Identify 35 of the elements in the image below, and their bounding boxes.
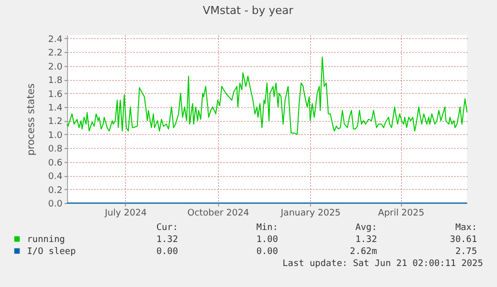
legend-label: running <box>27 235 65 245</box>
legend-label: I/O sleep <box>27 247 76 257</box>
text: Max: <box>455 223 477 233</box>
text: 30.61 <box>450 235 477 245</box>
x-tick-label: October 2024 <box>187 208 250 218</box>
text: 2.62m <box>350 247 377 257</box>
y-tick-label: 2.0 <box>48 62 63 72</box>
line-series <box>66 56 468 135</box>
chart-title: VMstat - by year <box>202 4 294 17</box>
text: 1.00 <box>256 235 278 245</box>
y-tick-label: 0.0 <box>48 200 63 210</box>
y-tick-label: 2.2 <box>48 48 62 59</box>
y-tick-label: 1.2 <box>48 117 62 128</box>
text: Cur: <box>156 223 178 233</box>
text: 2.75 <box>455 247 477 257</box>
x-tick-label: January 2025 <box>280 208 341 218</box>
y-tick-label: 0.2 <box>48 186 62 196</box>
y-tick-label: 0.8 <box>48 144 63 155</box>
text: 1.32 <box>156 235 178 245</box>
text: Min: <box>256 223 278 233</box>
text: 0.00 <box>156 247 178 257</box>
y-tick-label: 0.4 <box>48 172 63 182</box>
y-tick-label: 1.4 <box>48 104 63 114</box>
y-tick-label: 1.0 <box>48 130 63 141</box>
text: 0.00 <box>256 247 278 257</box>
x-tick-label: July 2024 <box>104 208 148 218</box>
y-axis-title: process states <box>26 83 38 156</box>
y-tick-label: 2.4 <box>48 34 63 45</box>
y-tick-label: 1.6 <box>48 90 63 100</box>
y-tick-label: 0.6 <box>48 158 63 168</box>
text: Avg: <box>355 223 377 233</box>
text: Last update: Sat Jun 21 02:00:11 2025 <box>282 259 483 269</box>
y-tick-label: 1.8 <box>48 76 63 86</box>
x-tick-label: April 2025 <box>378 208 424 218</box>
text: 1.32 <box>355 235 377 245</box>
